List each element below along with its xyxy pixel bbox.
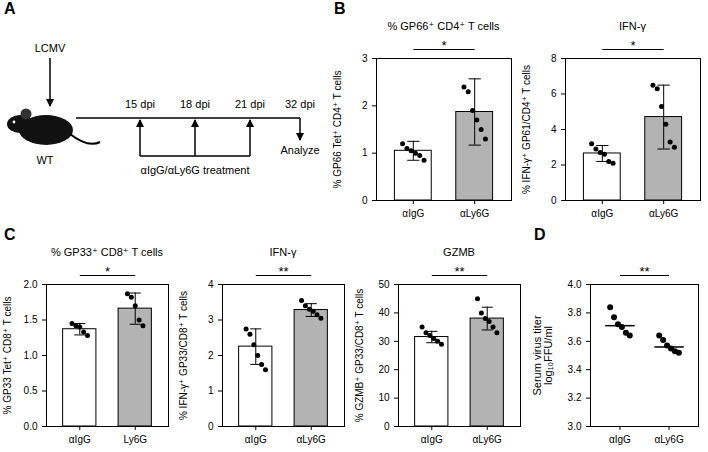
svg-text:αIgG/αLy6G treatment: αIgG/αLy6G treatment: [141, 164, 250, 176]
svg-text:αIgG: αIgG: [69, 434, 91, 445]
svg-text:3.8: 3.8: [568, 307, 582, 318]
svg-text:Analyze: Analyze: [280, 144, 319, 156]
svg-text:αLy6G: αLy6G: [654, 434, 684, 445]
html-text:C: C: [4, 226, 16, 243]
svg-text:αIgG: αIgG: [609, 434, 631, 445]
svg-text:αIgG: αIgG: [402, 208, 424, 219]
svg-text:αIgG: αIgG: [421, 434, 443, 445]
svg-text:40: 40: [378, 307, 390, 318]
svg-text:2: 2: [208, 350, 214, 361]
svg-text:10: 10: [378, 392, 390, 403]
svg-text:Ly6G: Ly6G: [123, 434, 147, 445]
svg-text:30: 30: [378, 336, 390, 347]
svg-text:% GP66 Tet⁺ CD4⁺ T cells: % GP66 Tet⁺ CD4⁺ T cells: [332, 71, 343, 189]
svg-text:1.5: 1.5: [24, 314, 38, 325]
svg-text:**: **: [454, 264, 464, 279]
svg-text:αLy6G: αLy6G: [297, 434, 327, 445]
svg-text:50: 50: [378, 279, 390, 290]
svg-text:αLy6G: αLy6G: [473, 434, 503, 445]
svg-text:18 dpi: 18 dpi: [180, 98, 210, 110]
svg-text:**: **: [639, 264, 649, 279]
html-text:% GP66⁺ CD4⁺ T cells: % GP66⁺ CD4⁺ T cells: [387, 20, 500, 32]
svg-text:1.0: 1.0: [24, 350, 38, 361]
svg-text:3.4: 3.4: [568, 364, 582, 375]
svg-text:*: *: [441, 38, 446, 53]
svg-text:% GZMB⁺ GP33/CD8⁺ T cells: % GZMB⁺ GP33/CD8⁺ T cells: [354, 289, 365, 423]
svg-text:0.5: 0.5: [24, 385, 38, 396]
svg-text:αLy6G: αLy6G: [649, 208, 679, 219]
svg-text:8: 8: [551, 53, 557, 64]
svg-text:3: 3: [208, 314, 214, 325]
svg-text:αLy6G: αLy6G: [460, 208, 490, 219]
svg-text:% GP33 Tet⁺ CD8⁺ T cells: % GP33 Tet⁺ CD8⁺ T cells: [2, 297, 13, 415]
svg-text:4: 4: [551, 124, 557, 135]
svg-text:% IFN-γ⁺ GP61/CD4⁺ T cells: % IFN-γ⁺ GP61/CD4⁺ T cells: [521, 65, 532, 194]
svg-text:6: 6: [551, 88, 557, 99]
svg-text:*: *: [105, 264, 110, 279]
html-text:A: A: [4, 0, 16, 17]
svg-text:0: 0: [384, 421, 390, 432]
svg-text:WT: WT: [36, 154, 53, 166]
html-text:B: B: [334, 0, 346, 17]
svg-text:2: 2: [362, 100, 368, 111]
svg-text:1: 1: [362, 147, 368, 158]
svg-text:3.6: 3.6: [568, 336, 582, 347]
svg-text:αIgG: αIgG: [245, 434, 267, 445]
svg-text:4: 4: [208, 279, 214, 290]
html-text:IFN-γ: IFN-γ: [269, 246, 297, 258]
svg-text:3.2: 3.2: [568, 392, 582, 403]
html-text:D: D: [534, 226, 546, 243]
svg-text:*: *: [630, 38, 635, 53]
svg-text:2.0: 2.0: [24, 279, 38, 290]
svg-text:0: 0: [362, 195, 368, 206]
svg-text:20: 20: [378, 364, 390, 375]
svg-text:3.0: 3.0: [568, 421, 582, 432]
svg-text:1: 1: [208, 385, 214, 396]
svg-text:αIgG: αIgG: [591, 208, 613, 219]
svg-text:LCMV: LCMV: [35, 42, 66, 54]
html-text:% GP33⁺ CD8⁺ T cells: % GP33⁺ CD8⁺ T cells: [51, 246, 163, 258]
svg-text:**: **: [278, 264, 288, 279]
svg-text:0: 0: [551, 195, 557, 206]
html-text:GZMB: GZMB: [443, 246, 475, 258]
svg-text:3: 3: [362, 53, 368, 64]
svg-text:0.0: 0.0: [24, 421, 38, 432]
svg-text:2: 2: [551, 159, 557, 170]
svg-text:21 dpi: 21 dpi: [235, 98, 265, 110]
svg-text:0: 0: [208, 421, 214, 432]
html-text:IFN-γ: IFN-γ: [619, 20, 646, 32]
svg-text:% IFN-γ⁺ GP33/CD8⁺ T cells: % IFN-γ⁺ GP33/CD8⁺ T cells: [178, 291, 189, 420]
svg-text:32 dpi: 32 dpi: [285, 98, 315, 110]
svg-text:Serum virus titerlog₁₀FFU/ml: Serum virus titerlog₁₀FFU/ml: [531, 315, 554, 395]
svg-text:15 dpi: 15 dpi: [125, 98, 155, 110]
svg-text:4.0: 4.0: [568, 279, 582, 290]
